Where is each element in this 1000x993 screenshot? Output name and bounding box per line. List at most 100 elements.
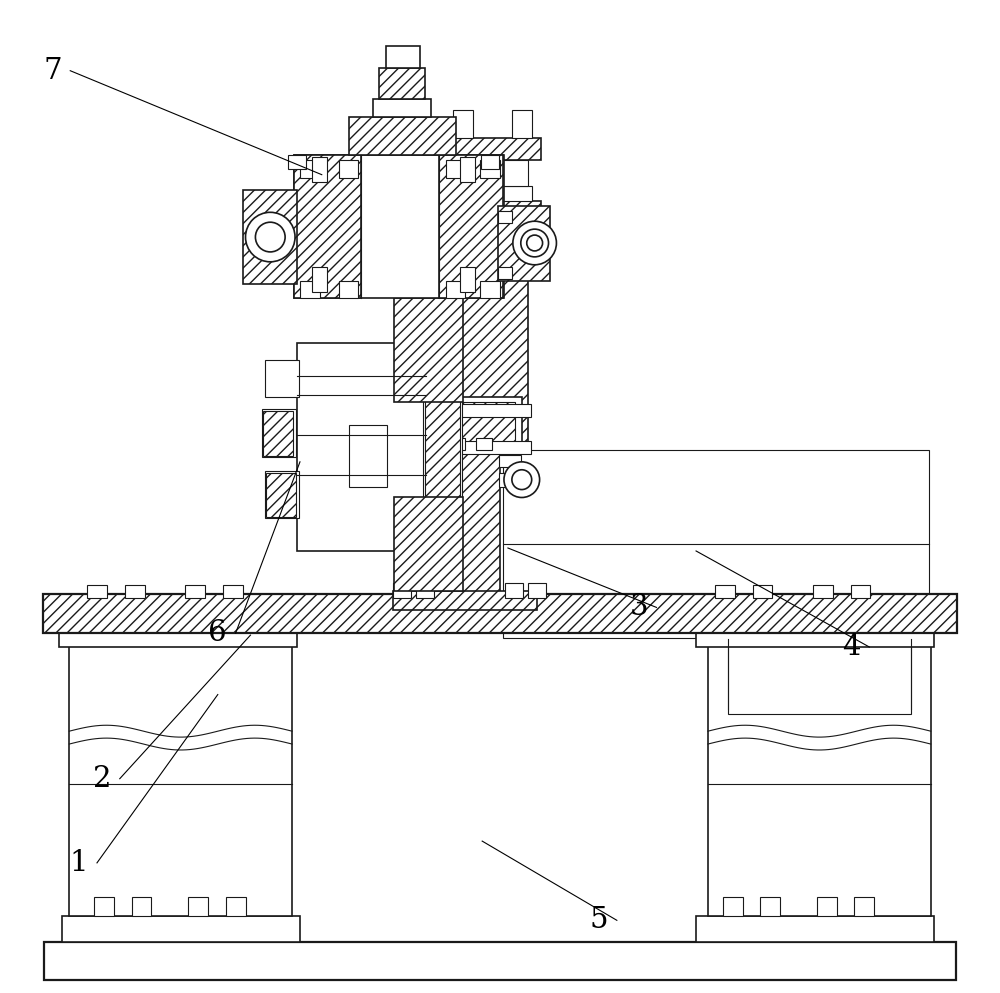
Circle shape [246,213,295,262]
Text: 5: 5 [590,907,608,934]
Bar [393,591,537,611]
Bar [59,632,297,647]
Bar [379,441,531,454]
Bar [499,455,521,467]
Bar [339,281,358,299]
Bar [185,585,205,599]
Bar [394,496,463,591]
Text: 7: 7 [43,57,62,84]
Bar [43,594,957,634]
Bar [393,397,522,449]
Bar [416,583,434,599]
Bar [728,638,911,714]
Bar [294,155,361,299]
Bar [300,160,320,178]
Bar [460,157,475,182]
Bar [498,207,550,281]
Circle shape [512,470,532,490]
Text: 3: 3 [629,594,648,622]
Bar [226,897,246,917]
Bar [498,267,512,279]
Bar [528,583,546,599]
Circle shape [521,229,549,257]
Bar [260,229,268,245]
Bar [429,432,500,596]
Circle shape [504,462,540,497]
Bar [476,438,492,450]
Bar [503,450,929,638]
Circle shape [255,222,285,252]
Circle shape [513,221,556,265]
Text: 2: 2 [93,765,111,792]
Bar [379,68,425,99]
Bar [851,585,870,599]
Bar [262,409,296,457]
Bar [753,585,772,599]
Bar [393,583,411,599]
Bar [817,897,837,917]
Bar [446,281,465,299]
Bar [460,160,528,186]
Bar [349,425,387,487]
Bar [265,471,299,518]
Bar [423,340,462,548]
Bar [460,229,528,452]
Bar [223,585,243,599]
Bar [263,411,293,456]
Bar [297,343,426,551]
Bar [265,359,299,397]
Bar [312,267,327,292]
Circle shape [527,235,543,251]
Bar [455,186,532,202]
Bar [44,942,956,980]
Bar [447,202,541,231]
Text: 6: 6 [208,620,227,647]
Bar [480,160,500,178]
Bar [423,438,439,450]
Bar [439,155,503,299]
Bar [449,438,465,450]
Bar [397,438,413,450]
Bar [243,190,297,284]
Bar [373,99,431,117]
Text: 1: 1 [70,849,88,877]
Bar [339,160,358,178]
Bar [696,917,934,942]
Bar [188,897,208,917]
Bar [288,155,306,169]
Bar [62,917,300,942]
Bar [481,155,499,169]
Bar [425,342,460,546]
Bar [498,212,512,223]
Bar [87,585,107,599]
Bar [401,402,515,444]
Bar [132,897,151,917]
Text: 4: 4 [842,633,861,661]
Bar [94,897,114,917]
Bar [696,632,934,647]
Bar [394,299,463,402]
Bar [446,160,465,178]
Bar [69,639,292,917]
Bar [300,281,320,299]
Bar [854,897,874,917]
Bar [505,583,523,599]
Bar [715,585,735,599]
Bar [453,110,473,138]
Bar [460,267,475,292]
Bar [512,110,532,138]
Bar [266,473,296,517]
Bar [379,404,531,417]
Bar [294,155,504,299]
Bar [480,281,500,299]
Bar [708,639,931,917]
Bar [312,157,327,182]
Bar [499,473,521,487]
Bar [349,117,456,155]
Bar [760,897,780,917]
Bar [386,46,420,68]
Bar [125,585,145,599]
Bar [446,138,541,160]
Bar [723,897,743,917]
Bar [813,585,833,599]
